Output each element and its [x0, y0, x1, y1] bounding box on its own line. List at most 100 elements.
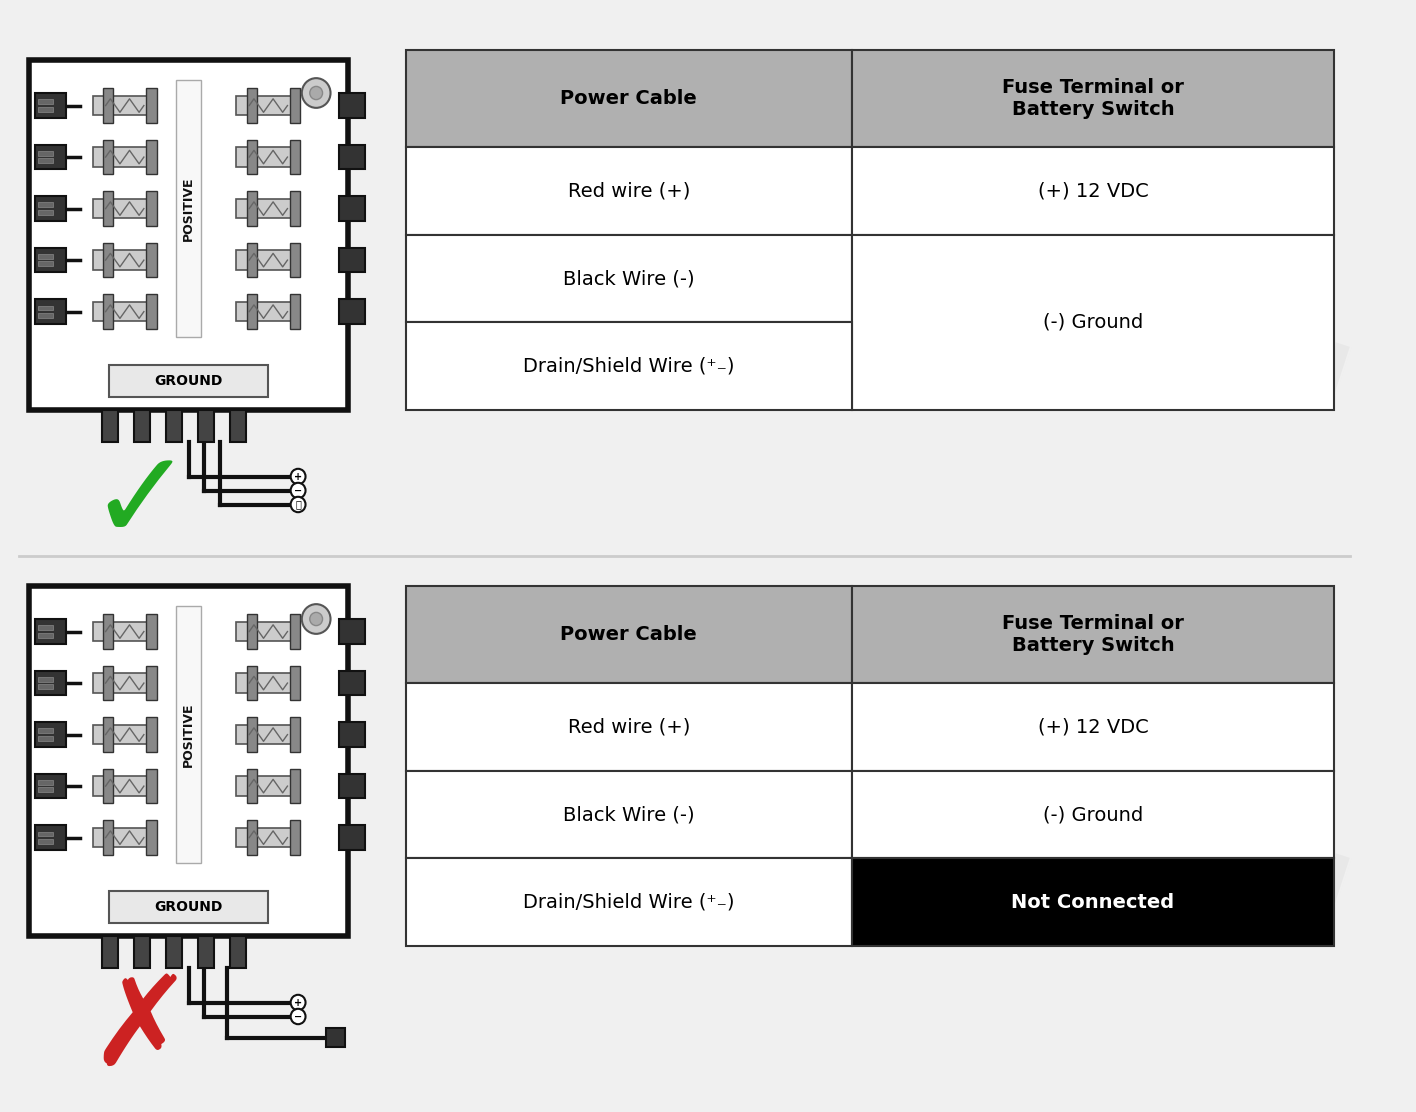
- Text: +: +: [295, 471, 302, 481]
- Bar: [340, 248, 365, 272]
- Bar: [28, 586, 348, 936]
- Text: −: −: [295, 1012, 302, 1022]
- Bar: [38, 107, 54, 111]
- Circle shape: [310, 613, 323, 626]
- Text: POSITIVE: POSITIVE: [183, 177, 195, 241]
- Bar: [38, 306, 54, 310]
- Bar: [290, 768, 300, 804]
- Bar: [103, 666, 113, 701]
- Text: POSITIVE: POSITIVE: [183, 703, 195, 767]
- Text: GROUND: GROUND: [154, 900, 222, 914]
- Bar: [246, 717, 256, 752]
- Bar: [93, 96, 157, 116]
- Bar: [851, 147, 1334, 235]
- Bar: [176, 80, 201, 337]
- Bar: [406, 322, 851, 410]
- Bar: [38, 261, 54, 266]
- Bar: [406, 683, 851, 771]
- Bar: [146, 191, 157, 226]
- Bar: [290, 666, 300, 701]
- Bar: [340, 671, 365, 695]
- Bar: [146, 88, 157, 123]
- Bar: [246, 191, 256, 226]
- Bar: [93, 776, 157, 796]
- Bar: [146, 717, 157, 752]
- Bar: [340, 93, 365, 118]
- Text: (+) 12 VDC: (+) 12 VDC: [1038, 181, 1148, 200]
- Bar: [246, 666, 256, 701]
- Bar: [35, 825, 67, 850]
- Bar: [340, 299, 365, 324]
- Text: (-) Ground: (-) Ground: [1042, 805, 1143, 824]
- Bar: [103, 88, 113, 123]
- Bar: [406, 235, 851, 322]
- Text: Red wire (+): Red wire (+): [568, 717, 690, 736]
- Text: ✓: ✓: [88, 444, 193, 565]
- Bar: [103, 242, 113, 278]
- Circle shape: [290, 995, 306, 1010]
- Bar: [229, 410, 246, 441]
- Bar: [103, 768, 113, 804]
- Bar: [38, 151, 54, 156]
- Bar: [146, 242, 157, 278]
- Bar: [38, 99, 54, 105]
- Bar: [35, 619, 67, 644]
- Bar: [340, 197, 365, 221]
- Bar: [236, 199, 300, 218]
- Bar: [93, 622, 157, 642]
- Bar: [246, 140, 256, 175]
- Bar: [38, 787, 54, 792]
- Bar: [135, 936, 150, 967]
- Bar: [38, 780, 54, 785]
- Bar: [176, 606, 201, 863]
- Circle shape: [290, 469, 306, 484]
- Bar: [246, 295, 256, 329]
- Text: GROUND: GROUND: [154, 374, 222, 388]
- Text: (-) Ground: (-) Ground: [1042, 312, 1143, 331]
- Bar: [290, 821, 300, 855]
- Bar: [851, 858, 1334, 946]
- Bar: [103, 295, 113, 329]
- Bar: [166, 936, 183, 967]
- Bar: [38, 202, 54, 207]
- Bar: [236, 148, 300, 167]
- Bar: [93, 148, 157, 167]
- Bar: [38, 832, 54, 836]
- Bar: [38, 312, 54, 318]
- Text: Humminbird: Humminbird: [780, 172, 1357, 428]
- Bar: [135, 410, 150, 441]
- Bar: [236, 302, 300, 321]
- Bar: [38, 625, 54, 631]
- Bar: [103, 717, 113, 752]
- Bar: [406, 586, 851, 683]
- Bar: [340, 774, 365, 798]
- Bar: [236, 725, 300, 744]
- Bar: [146, 821, 157, 855]
- Bar: [103, 140, 113, 175]
- Circle shape: [302, 604, 330, 634]
- Bar: [406, 50, 851, 147]
- Text: Black Wire (-): Black Wire (-): [564, 805, 695, 824]
- Circle shape: [290, 483, 306, 498]
- Bar: [35, 299, 67, 324]
- Bar: [38, 684, 54, 689]
- Bar: [340, 619, 365, 644]
- Bar: [146, 140, 157, 175]
- Text: (+) 12 VDC: (+) 12 VDC: [1038, 717, 1148, 736]
- Bar: [93, 725, 157, 744]
- Bar: [406, 858, 851, 946]
- Bar: [38, 210, 54, 215]
- Text: Fuse Terminal or
Battery Switch: Fuse Terminal or Battery Switch: [1003, 78, 1184, 119]
- Bar: [35, 671, 67, 695]
- Circle shape: [290, 1009, 306, 1024]
- Bar: [35, 774, 67, 798]
- Bar: [236, 622, 300, 642]
- Bar: [290, 191, 300, 226]
- Text: Drain/Shield Wire (⁺₋): Drain/Shield Wire (⁺₋): [523, 893, 735, 912]
- Text: Humminbird: Humminbird: [780, 684, 1357, 940]
- Bar: [38, 254, 54, 259]
- Bar: [103, 821, 113, 855]
- Bar: [146, 768, 157, 804]
- Bar: [340, 145, 365, 169]
- Circle shape: [290, 497, 306, 513]
